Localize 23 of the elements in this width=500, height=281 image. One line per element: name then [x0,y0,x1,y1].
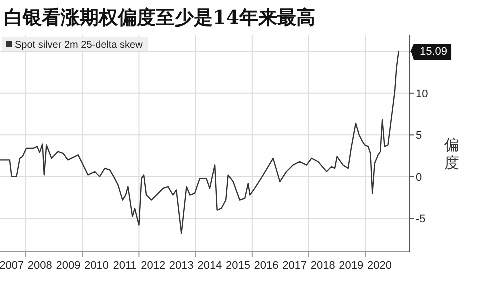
x-tick-label: 2020 [367,260,392,272]
y-tick-label: -5 [416,214,426,226]
x-tick-label: 2011 [113,260,137,272]
chart-title: 白银看涨期权偏度至少是14年来最高 [4,7,316,29]
y-axis-title: 偏度 [444,136,460,172]
x-tick-label: 2019 [339,260,364,272]
x-tick-label: 2015 [226,260,250,272]
x-tick-label: 2018 [310,260,336,272]
x-tick-label: 2010 [84,260,110,272]
x-tick-label: 2012 [141,260,166,272]
legend-label: Spot silver 2m 25-delta skew [15,40,144,51]
y-tick-label: 10 [416,88,428,100]
x-tick-label: 2014 [198,260,222,272]
x-tick-label: 2007 [0,260,24,272]
y-tick-label: 0 [416,172,422,184]
x-tick-label: 2016 [254,260,279,272]
text: 15.09 [420,46,448,58]
x-tick-label: 2008 [28,260,52,272]
y-tick-label: 5 [416,130,422,142]
line-series [0,50,400,234]
x-tick-label: 2013 [169,260,194,272]
x-tick-label: 2009 [56,260,81,272]
x-tick-label: 2017 [282,260,308,272]
